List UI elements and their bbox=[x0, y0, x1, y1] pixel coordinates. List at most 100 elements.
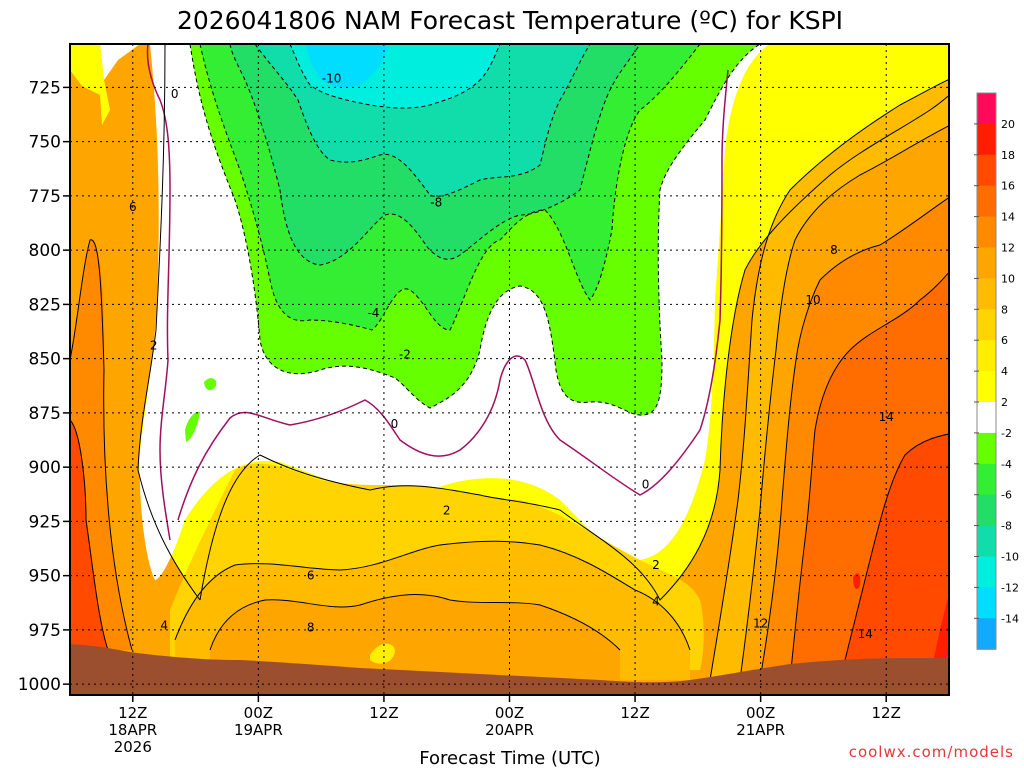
colorbar-tick-label: 4 bbox=[1001, 365, 1008, 378]
contour-label: 10 bbox=[805, 293, 820, 307]
contour-two-left bbox=[137, 44, 201, 601]
colorbar-swatch bbox=[977, 587, 996, 619]
y-tick-label: 975 bbox=[29, 621, 61, 641]
contour-dashed-minus6 bbox=[229, 44, 641, 266]
contour-ten-right bbox=[789, 271, 949, 681]
contour-label: -8 bbox=[430, 195, 442, 209]
contour-label: 0 bbox=[642, 478, 650, 492]
colorbar-swatch bbox=[977, 154, 996, 187]
colorbar-tick-label: -10 bbox=[1001, 551, 1019, 564]
contour-four-bottom bbox=[174, 540, 691, 651]
region-green-blob-2 bbox=[185, 411, 200, 442]
contour-label: 6 bbox=[129, 200, 137, 214]
region-right-red bbox=[840, 433, 949, 680]
colorbar-tick-label: -14 bbox=[1001, 612, 1019, 625]
x-tick-label: 19APR bbox=[234, 721, 283, 739]
contour-zero-right bbox=[699, 69, 729, 431]
y-tick-label: 875 bbox=[29, 404, 61, 424]
colorbar-tick-label: 12 bbox=[1001, 242, 1015, 255]
colorbar-tick-label: 20 bbox=[1001, 118, 1015, 131]
contour-twelve-right bbox=[839, 433, 949, 681]
colorbar-swatch bbox=[977, 463, 996, 496]
contour-label: 2 bbox=[150, 339, 158, 353]
x-tick-label: 00Z bbox=[746, 704, 775, 722]
contour-six-right bbox=[739, 125, 949, 681]
contour-label: -2 bbox=[399, 347, 411, 361]
colorbar-tick-label: -8 bbox=[1001, 520, 1012, 533]
y-tick-label: 725 bbox=[29, 78, 61, 98]
y-tick-label: 1000 bbox=[18, 675, 61, 695]
contour-dashed-minus2 bbox=[189, 44, 761, 416]
chart-title: 2026041806 NAM Forecast Temperature (ºC)… bbox=[177, 6, 843, 35]
colorbar-swatch bbox=[977, 556, 996, 588]
colorbar-tick-label: 8 bbox=[1001, 303, 1008, 316]
x-tick-label: 18APR bbox=[108, 721, 157, 739]
region-yellow-top-left bbox=[70, 44, 110, 125]
contour-dashed-minus4 bbox=[199, 44, 701, 331]
contour-label: 14 bbox=[879, 410, 894, 424]
colorbar-swatch bbox=[977, 402, 996, 434]
colorbar-swatch bbox=[977, 371, 996, 403]
y-tick-label: 825 bbox=[29, 295, 61, 315]
x-tick-label: 12Z bbox=[369, 704, 398, 722]
contour-label: 0 bbox=[171, 87, 179, 101]
colorbar-tick-label: 6 bbox=[1001, 334, 1008, 347]
colorbar-swatch bbox=[977, 185, 996, 218]
colorbar-swatch bbox=[977, 618, 996, 650]
colorbar-tick-label: -2 bbox=[1001, 427, 1012, 440]
region-mid-yellow-pocket bbox=[370, 643, 395, 664]
contour-label: 0 bbox=[391, 417, 399, 431]
colorbar-tick-label: 16 bbox=[1001, 180, 1015, 193]
plot-area bbox=[70, 44, 949, 695]
region-green-blob-1 bbox=[204, 378, 217, 391]
colorbar-swatch bbox=[977, 93, 996, 125]
x-tick-label: 12Z bbox=[620, 704, 649, 722]
contour-label: 8 bbox=[307, 621, 315, 635]
y-tick-label: 750 bbox=[29, 133, 61, 153]
x-tick-label: 00Z bbox=[495, 704, 524, 722]
colorbar-tick-label: -6 bbox=[1001, 489, 1012, 502]
contour-eight-right bbox=[759, 196, 949, 681]
contour-left-extra bbox=[70, 419, 109, 651]
y-tick-label: 900 bbox=[29, 458, 61, 478]
region-red-blob bbox=[853, 573, 861, 590]
x-tick-label: 12Z bbox=[118, 704, 147, 722]
colorbar-tick-label: 14 bbox=[1001, 211, 1015, 224]
contour-dashed-minus10 bbox=[289, 44, 501, 109]
contour-four-mid bbox=[103, 369, 133, 651]
contour-label: 4 bbox=[160, 619, 168, 633]
y-tick-label: 775 bbox=[29, 187, 61, 207]
colorbar-swatch bbox=[977, 432, 996, 465]
colorbar-tick-label: -4 bbox=[1001, 458, 1012, 471]
y-tick-label: 950 bbox=[29, 567, 61, 587]
colorbar-tick-label: 2 bbox=[1001, 396, 1008, 409]
contour-label: 2 bbox=[652, 558, 660, 572]
colorbar-tick-label: 10 bbox=[1001, 272, 1015, 285]
region-left-red bbox=[70, 420, 108, 650]
colorbar-swatch bbox=[977, 309, 996, 341]
colorbar-tick-label: -12 bbox=[1001, 581, 1019, 594]
y-tick-label: 850 bbox=[29, 350, 61, 370]
contour-label: -4 bbox=[367, 306, 379, 320]
contour-two-mid bbox=[199, 94, 949, 601]
x-tick-label: 21APR bbox=[736, 721, 785, 739]
contour-six-mid bbox=[209, 594, 621, 651]
contour-label: 8 bbox=[830, 243, 838, 257]
region-light-blue bbox=[305, 44, 390, 88]
contour-dashed-minus8 bbox=[254, 44, 591, 197]
x-tick-label: 12Z bbox=[872, 704, 901, 722]
colorbar-swatch bbox=[977, 340, 996, 372]
region-mid-orange-deep bbox=[210, 594, 620, 680]
contour-zero-mid bbox=[177, 355, 701, 521]
contour-label: 4 bbox=[652, 595, 660, 609]
contour-labels: -10 -8 -4 -2 0 0 0 2 2 2 4 4 6 6 8 8 10 12 14 14 bbox=[129, 72, 894, 642]
colorbar: 20 18 16 14 12 10 8 6 4 2 -2 -4 -6 -8 -10 -12 -14 bbox=[974, 92, 1019, 650]
credit-text: coolwx.com/models bbox=[849, 743, 1014, 761]
y-tick-label: 800 bbox=[29, 241, 61, 261]
colorbar-swatch bbox=[977, 278, 996, 310]
y-axis: 725 750 775 800 825 850 875 900 925 950 975 1000 bbox=[18, 78, 70, 695]
colorbar-swatch bbox=[977, 247, 996, 279]
x-tick-label: 20APR bbox=[485, 721, 534, 739]
colorbar-swatch bbox=[977, 216, 996, 248]
